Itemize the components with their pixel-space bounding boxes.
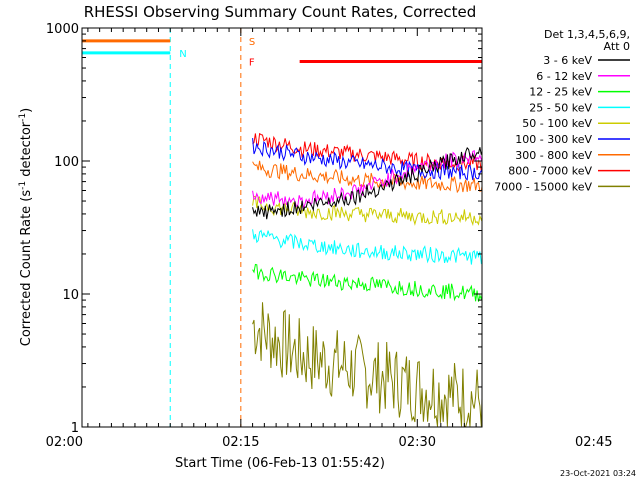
legend-label-7000-15000-kev: 7000 - 15000 keV	[494, 180, 592, 193]
legend-label-25-50-kev: 25 - 50 keV	[529, 101, 592, 114]
x-tick-label: 02:45	[575, 435, 612, 450]
series-line-3-6-kev	[252, 146, 482, 220]
legend-label-3-6-kev: 3 - 6 keV	[543, 54, 592, 67]
y-axis-label: Corrected Count Rate (s-1 detector-1)	[18, 108, 34, 346]
x-tick-label: 02:00	[46, 435, 83, 450]
legend-label-6-12-kev: 6 - 12 keV	[536, 70, 592, 83]
y-axis-label-main: Corrected Count Rate (s	[19, 190, 34, 347]
y-axis-label-sup2: -1	[18, 113, 28, 122]
y-axis-label-mid: detector	[19, 121, 34, 181]
y-tick-label: 100	[54, 155, 79, 170]
footer-timestamp: 23-Oct-2021 03:24	[560, 469, 636, 478]
x-tick-label: 02:30	[399, 435, 436, 450]
legend-label-12-25-kev: 12 - 25 keV	[529, 86, 592, 99]
y-tick-label: 1	[71, 421, 79, 436]
legend-label-800-7000-kev: 800 - 7000 keV	[508, 165, 592, 178]
flag-label-f: F	[249, 57, 255, 68]
legend-header-line: Det 1,3,4,5,6,9,	[544, 28, 630, 41]
series-line-100-300-kev	[252, 138, 482, 181]
flag-label-s: S	[249, 37, 255, 48]
plot-area: S N F	[82, 28, 482, 427]
legend-label-100-300-kev: 100 - 300 keV	[515, 133, 592, 146]
series-line-50-100-kev	[252, 195, 482, 227]
y-axis-label-sup1: -1	[18, 181, 28, 190]
y-axis-label-end: )	[19, 108, 34, 113]
series-line-12-25-kev	[252, 263, 482, 302]
y-tick-label: 1000	[46, 22, 79, 37]
x-axis-label: Start Time (06-Feb-13 01:55:42)	[175, 456, 385, 471]
y-tick-label: 10	[62, 288, 79, 303]
legend-header-line: Att 0	[604, 40, 630, 53]
series-line-800-7000-kev	[252, 132, 482, 172]
series-line-7000-15000-kev	[252, 302, 482, 427]
x-tick-label: 02:15	[222, 435, 259, 450]
plot-frame	[81, 27, 483, 428]
legend-label-50-100-kev: 50 - 100 keV	[522, 117, 592, 130]
chart-title: RHESSI Observing Summary Count Rates, Co…	[84, 3, 477, 21]
legend: Det 1,3,4,5,6,9,Att 0 3 - 6 keV 6 - 12 keV…	[494, 28, 630, 193]
plot-inner	[169, 28, 482, 427]
axes: 110100100002:0002:1502:3002:4503:0003:15…	[46, 22, 613, 450]
legend-label-300-800-kev: 300 - 800 keV	[515, 149, 592, 162]
series-line-25-50-kev	[252, 229, 482, 265]
flag-label-n: N	[179, 49, 186, 60]
